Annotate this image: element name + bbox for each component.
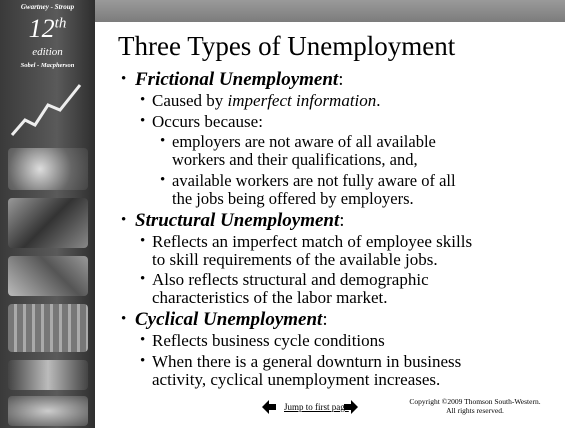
heading-text: Cyclical Unemployment — [135, 309, 323, 330]
authors-bottom: Sobel - Macpherson — [20, 62, 75, 69]
section-heading: Frictional Unemployment: — [135, 69, 343, 91]
bullet: • — [160, 133, 166, 149]
heading-colon: : — [339, 209, 345, 231]
heading-colon: : — [338, 69, 344, 90]
item-line: characteristics of the labor market. — [152, 288, 388, 307]
picture — [8, 256, 88, 296]
item-line: Occurs because: — [152, 111, 263, 131]
sidebar: Gwartney - Stroup 12th edition Sobel - M… — [0, 0, 95, 428]
edition-suffix: th — [54, 15, 67, 32]
bullet: • — [140, 112, 146, 129]
edition-number-text: 12 — [28, 14, 55, 43]
edition-number: 12th — [0, 14, 95, 44]
bullet: • — [140, 332, 146, 348]
chart-icon-line — [10, 84, 82, 136]
item-line: Also reflects structural and demographic — [152, 270, 429, 289]
item-line: Reflects business cycle conditions — [152, 331, 385, 350]
picture — [8, 304, 88, 352]
bullet: • — [121, 71, 127, 87]
jump-link[interactable]: Jump to first page — [284, 402, 349, 412]
heading-colon: : — [322, 309, 328, 330]
heading-text: Frictional Unemployment — [135, 69, 339, 90]
bullet: • — [121, 211, 127, 228]
bullet: • — [140, 352, 146, 369]
edition-word: edition — [32, 46, 63, 58]
authors-top: Gwartney - Stroup — [20, 3, 75, 11]
prev-arrow[interactable] — [262, 400, 276, 414]
item-text: Caused by — [152, 91, 228, 110]
item-line: Reflects an imperfect match of employee … — [152, 231, 473, 251]
section-heading: Cyclical Unemployment: — [135, 309, 328, 331]
item-line: activity, cyclical unemployment increase… — [152, 369, 441, 389]
item-line: When there is a general downturn in busi… — [152, 351, 462, 371]
item-line: the jobs being offered by employers. — [172, 188, 414, 208]
next-arrow[interactable] — [344, 400, 358, 414]
chart-icon — [10, 84, 82, 136]
bullet: • — [140, 232, 146, 249]
slide-title: Three Types of Unemployment — [118, 31, 456, 61]
heading-text: Structural Unemployment — [135, 209, 340, 231]
picture — [8, 148, 88, 190]
bullet: • — [121, 311, 127, 327]
bullet: • — [140, 92, 146, 108]
section-heading: Structural Unemployment: — [135, 210, 345, 232]
picture — [8, 360, 88, 390]
copyright-2: All rights reserved. — [446, 406, 504, 415]
item-line: to skill requirements of the available j… — [152, 249, 438, 269]
item-text: . — [376, 91, 381, 110]
item-line: workers and their qualifications, and, — [172, 150, 418, 169]
copyright-1: Copyright ©2009 Thomson South-Western. — [409, 397, 541, 406]
item-line: employers are not aware of all available — [172, 132, 436, 151]
picture — [8, 198, 88, 248]
bullet: • — [160, 171, 166, 188]
item-line: available workers are not fully aware of… — [172, 170, 456, 190]
item-emphasis: imperfect information — [227, 91, 377, 110]
top-bar — [95, 0, 565, 22]
item-line: Caused by imperfect information. — [152, 91, 381, 111]
bullet: • — [140, 271, 146, 287]
picture — [8, 396, 88, 426]
